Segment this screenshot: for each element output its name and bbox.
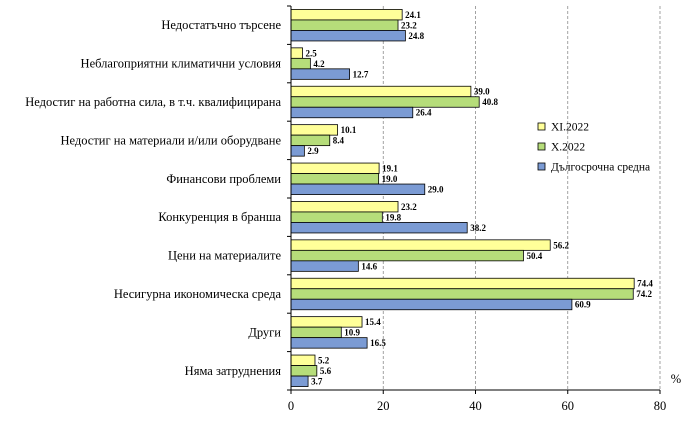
grid-lines — [382, 6, 661, 390]
bar — [290, 260, 359, 272]
legend-label: XI.2022 — [551, 122, 589, 134]
value-label: 24.8 — [408, 31, 424, 41]
bar — [290, 375, 309, 387]
bar — [290, 277, 635, 290]
value-label: 2.5 — [306, 48, 318, 58]
bar — [290, 239, 551, 251]
value-label: 29.0 — [428, 185, 444, 195]
value-label: 3.7 — [311, 377, 323, 387]
value-label: 10.1 — [341, 125, 357, 135]
bar — [290, 249, 524, 262]
x-tick-label: 20 — [377, 399, 390, 413]
category-label: Несигурна икономическа среда — [114, 287, 282, 301]
value-label: 24.1 — [405, 10, 421, 20]
value-label: 74.4 — [637, 279, 653, 289]
value-label: 2.9 — [307, 146, 319, 156]
bar — [290, 183, 426, 195]
bar — [290, 162, 380, 174]
category-label: Конкуренция в бранша — [158, 210, 281, 224]
bar — [290, 68, 350, 80]
bar — [290, 145, 305, 157]
bar — [290, 326, 342, 339]
value-label: 38.2 — [470, 223, 486, 233]
legend: XI.2022 X.2022 Дългосрочна средна — [537, 122, 650, 174]
bar — [290, 47, 303, 59]
value-labels: 24.1 2.5 39.0 10.1 19.1 23.2 56.2 74.4 15.4 5.2 23… — [306, 10, 654, 387]
bar — [290, 106, 414, 119]
value-label: 26.4 — [416, 108, 432, 118]
x-tick-label: 80 — [654, 399, 667, 413]
category-label: Други — [248, 325, 281, 339]
bar — [290, 354, 316, 366]
category-label: Финансови проблеми — [166, 172, 281, 186]
bar — [290, 365, 318, 377]
value-label: 5.6 — [320, 366, 332, 376]
bar — [290, 316, 363, 328]
axes: 0 20 40 60 80 — [287, 5, 667, 413]
bar — [290, 298, 573, 311]
value-label: 23.2 — [401, 202, 417, 212]
bar — [290, 134, 331, 147]
category-labels: Недостатъчно търсене Неблагоприятни клима… — [25, 18, 281, 378]
x-tick-label: 60 — [562, 399, 575, 413]
value-label: 19.0 — [382, 174, 398, 184]
legend-label: Дългосрочна средна — [551, 162, 650, 174]
value-label: 14.6 — [361, 261, 377, 271]
bar — [290, 57, 311, 70]
value-label: 50.4 — [526, 251, 542, 261]
category-label: Недостатъчно търсене — [161, 18, 281, 32]
bar — [290, 9, 403, 21]
value-label: 16.5 — [370, 338, 386, 348]
x-tick-label: 40 — [469, 399, 482, 413]
category-label: Недостиг на материали и/или оборудване — [60, 133, 281, 147]
bar — [290, 85, 472, 98]
bar — [290, 288, 634, 300]
bar — [290, 337, 368, 349]
value-label: 8.4 — [333, 136, 345, 146]
value-label: 10.9 — [344, 328, 360, 338]
category-label: Цени на материалите — [168, 249, 281, 263]
legend-swatch — [537, 142, 546, 151]
value-label: 5.2 — [318, 356, 330, 366]
bars — [290, 9, 635, 387]
legend-swatch — [537, 122, 546, 131]
category-label: Неблагоприятни климатични условия — [81, 57, 282, 71]
value-label: 19.1 — [382, 164, 398, 174]
bar — [290, 124, 338, 136]
bar — [290, 201, 399, 213]
x-axis-unit: % — [671, 372, 681, 386]
value-label: 56.2 — [553, 240, 569, 250]
legend-label: X.2022 — [551, 142, 585, 154]
value-label: 40.8 — [482, 97, 498, 107]
value-label: 60.9 — [575, 300, 591, 310]
value-label: 19.8 — [385, 212, 401, 222]
category-label: Недостиг на работна сила, в т.ч. квалифи… — [25, 95, 281, 109]
bar — [290, 19, 399, 31]
value-label: 23.2 — [401, 20, 417, 30]
bar — [290, 30, 406, 42]
value-label: 74.2 — [636, 289, 652, 299]
legend-swatch — [537, 162, 546, 171]
value-label: 39.0 — [474, 87, 490, 97]
x-tick-label: 0 — [288, 399, 294, 413]
value-label: 15.4 — [365, 317, 381, 327]
bar — [290, 211, 383, 223]
category-label: Няма затруднения — [185, 364, 282, 378]
bar — [290, 96, 480, 108]
bar — [290, 222, 468, 234]
value-label: 4.2 — [313, 59, 325, 69]
value-label: 12.7 — [353, 69, 369, 79]
bar — [290, 173, 380, 185]
